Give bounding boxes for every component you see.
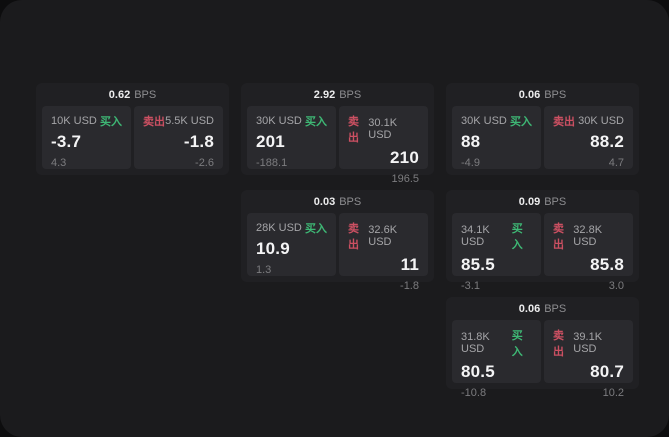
sell-change: -2.6 <box>195 157 214 169</box>
sell-price: -1.8 <box>183 132 214 151</box>
sell-amount: 32.8K USD <box>573 224 603 248</box>
quote-card: 0.03 BPS 28K USD 买入 10.9 1.3 卖出 32.6K US… <box>241 190 434 292</box>
sell-panel[interactable]: 卖出 5.5K USD -1.8 -2.6 <box>134 106 223 169</box>
buy-panel[interactable]: 31.8K USD 买入 80.5 -10.8 <box>452 320 541 399</box>
bps-value: 0.06 <box>518 88 541 101</box>
buy-amount: 28K USD <box>256 222 302 234</box>
buy-change: -188.1 <box>256 157 288 169</box>
buy-panel[interactable]: 28K USD 买入 10.9 1.3 <box>247 213 336 276</box>
bps-header: 0.03 BPS <box>241 190 434 213</box>
buy-change: -3.1 <box>461 280 480 292</box>
bps-unit-label: BPS <box>544 88 567 101</box>
buy-label: 买入 <box>305 116 327 128</box>
sell-label: 卖出 <box>143 116 165 128</box>
buy-label: 买入 <box>511 223 523 251</box>
sell-price: 85.8 <box>590 255 624 274</box>
bps-value: 0.62 <box>108 88 131 101</box>
buy-panel[interactable]: 30K USD 买入 201 -188.1 <box>247 106 336 169</box>
bps-unit-label: BPS <box>544 302 567 315</box>
sell-amount: 39.1K USD <box>573 331 603 355</box>
sell-price: 80.7 <box>590 362 624 381</box>
bps-header: 0.06 BPS <box>446 297 639 320</box>
sell-panel[interactable]: 卖出 32.6K USD 11 -1.8 <box>339 213 428 292</box>
sell-label: 卖出 <box>553 330 564 358</box>
buy-panel[interactable]: 34.1K USD 买入 85.5 -3.1 <box>452 213 541 292</box>
quote-card: 0.06 BPS 31.8K USD 买入 80.5 -10.8 卖出 39.1… <box>446 297 639 399</box>
buy-amount: 30K USD <box>256 115 302 127</box>
buy-amount: 30K USD <box>461 115 507 127</box>
bps-value: 2.92 <box>313 88 336 101</box>
sell-panel[interactable]: 卖出 30.1K USD 210 196.5 <box>339 106 428 185</box>
sell-label: 卖出 <box>553 116 575 128</box>
bps-header: 0.06 BPS <box>446 83 639 106</box>
bps-value: 0.09 <box>518 195 541 208</box>
bps-header: 0.09 BPS <box>446 190 639 213</box>
buy-price: 88 <box>461 132 481 151</box>
quote-card: 0.62 BPS 10K USD 买入 -3.7 4.3 卖出 5.5K USD… <box>36 83 229 175</box>
buy-change: -10.8 <box>461 387 487 399</box>
buy-change: -4.9 <box>461 157 480 169</box>
sell-amount: 5.5K USD <box>165 115 214 127</box>
quote-card: 0.06 BPS 30K USD 买入 88 -4.9 卖出 30K USD 8… <box>446 83 639 175</box>
sell-amount: 30K USD <box>578 115 624 127</box>
buy-price: 201 <box>256 132 285 151</box>
sell-price: 11 <box>400 255 419 274</box>
bps-header: 0.62 BPS <box>36 83 229 106</box>
sell-change: 4.7 <box>608 157 624 169</box>
sell-label: 卖出 <box>348 223 359 251</box>
bps-unit-label: BPS <box>544 195 567 208</box>
buy-amount: 31.8K USD <box>461 331 490 355</box>
buy-price: 10.9 <box>256 239 290 258</box>
sell-label: 卖出 <box>348 116 359 144</box>
sell-amount: 32.6K USD <box>368 224 398 248</box>
buy-price: 80.5 <box>461 362 495 381</box>
buy-label: 买入 <box>305 223 327 235</box>
bps-unit-label: BPS <box>339 195 362 208</box>
bps-header: 2.92 BPS <box>241 83 434 106</box>
buy-amount: 10K USD <box>51 115 97 127</box>
sell-change: 196.5 <box>391 173 419 185</box>
bps-value: 0.06 <box>518 302 541 315</box>
sell-panel[interactable]: 卖出 39.1K USD 80.7 10.2 <box>544 320 633 399</box>
sell-price: 210 <box>390 148 419 167</box>
bps-unit-label: BPS <box>339 88 362 101</box>
sell-panel[interactable]: 卖出 30K USD 88.2 4.7 <box>544 106 633 169</box>
sell-change: -1.8 <box>400 280 419 292</box>
buy-amount: 34.1K USD <box>461 224 490 248</box>
sell-price: 88.2 <box>590 132 624 151</box>
bps-unit-label: BPS <box>134 88 157 101</box>
buy-label: 买入 <box>100 116 122 128</box>
quote-card: 2.92 BPS 30K USD 买入 201 -188.1 卖出 30.1K … <box>241 83 434 185</box>
buy-change: 1.3 <box>256 264 272 276</box>
buy-label: 买入 <box>510 116 532 128</box>
buy-panel[interactable]: 10K USD 买入 -3.7 4.3 <box>42 106 131 169</box>
quote-card: 0.09 BPS 34.1K USD 买入 85.5 -3.1 卖出 32.8K… <box>446 190 639 292</box>
sell-panel[interactable]: 卖出 32.8K USD 85.8 3.0 <box>544 213 633 292</box>
buy-label: 买入 <box>511 330 523 358</box>
buy-price: 85.5 <box>461 255 495 274</box>
buy-panel[interactable]: 30K USD 买入 88 -4.9 <box>452 106 541 169</box>
sell-label: 卖出 <box>553 223 564 251</box>
sell-change: 3.0 <box>608 280 624 292</box>
bps-value: 0.03 <box>313 195 336 208</box>
buy-price: -3.7 <box>51 132 82 151</box>
sell-change: 10.2 <box>602 387 624 399</box>
sell-amount: 30.1K USD <box>368 117 398 141</box>
buy-change: 4.3 <box>51 157 67 169</box>
